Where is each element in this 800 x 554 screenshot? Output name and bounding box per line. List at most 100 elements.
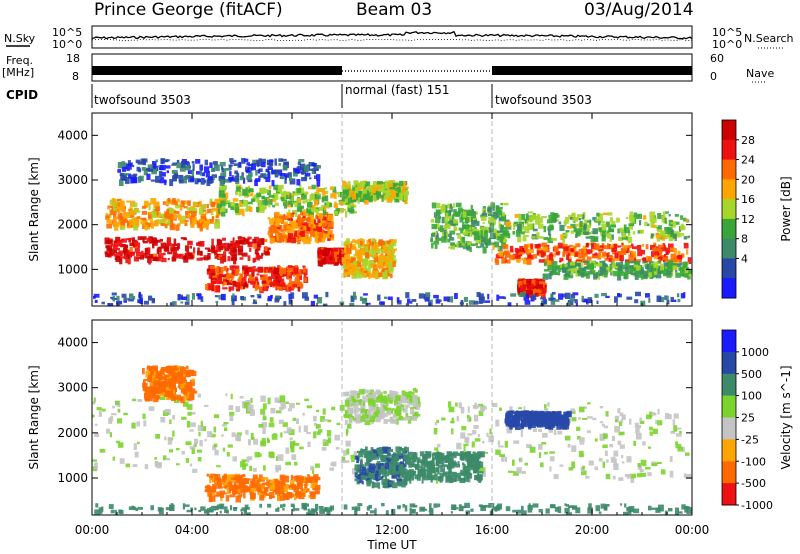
panel-1-region-9-cell [489,242,496,245]
panel-2-region-4-cell [315,485,318,490]
panel-2-region-3-cell [601,423,605,427]
panel-1-region-6-cell [242,189,248,196]
panel-2-region-1-cell [221,434,224,437]
panel-2-region-1-cell [278,419,284,424]
panel-1-region-8-cell [366,239,371,245]
panel-1-region-11-cell [667,234,671,238]
panel-2-region-4-cell [233,481,237,487]
panel-1-region-11-cell [663,211,666,217]
panel-1-region-3-cell [156,219,163,225]
panel-2-region-1-cell [298,425,301,433]
panel-1-region-13-cell [583,266,589,270]
panel-1-region-6-cell [302,209,308,217]
panel-1-region-14-cell [531,294,537,301]
panel-1-region-11-cell [650,217,657,223]
panel-1-region-9-cell [441,216,445,224]
panel-1-region-1-cell [237,245,244,252]
panel-1-region-13-cell [587,266,593,270]
panel-1-region-15-cell [263,175,266,180]
panel-1-region-9-cell [497,246,503,252]
panel-2-region-1-cell [248,456,253,461]
panel-1-region-13-cell [666,272,672,278]
panel-1-region-11-cell [617,228,621,234]
panel-2-region-3-cell [477,433,480,438]
panel-1-region-13-cell [572,267,577,272]
panel-2-region-3-cell [637,473,642,478]
panel-1-region-14-cell [640,300,646,306]
panel-1-region-2 [267,211,335,245]
panel-1-region-7-cell [383,194,386,198]
panel-2-region-1-cell [185,458,190,463]
panel-2-region-2-cell [396,408,403,412]
panel-2-region-1-cell [342,456,346,462]
panel-1-region-6-cell [314,193,321,200]
panel-1-region-13-cell [548,272,552,280]
panel-1-region-3-cell [206,203,209,209]
panel-1-region-1-cell [119,256,126,259]
panel-1-region-3-cell [144,201,148,208]
panel-1-region-9-cell [436,202,441,209]
panel-2-region-1-cell [280,432,283,438]
panel-1-region-6-cell [239,201,242,207]
panel-2-region-1-cell [216,465,221,468]
panel-1-region-11-cell [618,236,623,242]
panel-2-region-1-cell [254,451,260,458]
panel-1-region-6-cell [340,208,346,211]
panel-2-region-3-cell [538,444,543,450]
panel-2-region-2-cell [401,390,406,396]
panel-1-region-6-cell [333,203,339,208]
panel-1-region-14-cell [214,295,219,298]
panel-2-region-3-cell [540,462,544,468]
panel-2-region-2-cell [376,407,380,414]
panel-1-region-6-cell [232,198,239,202]
panel-1-region-10-cell [670,253,677,261]
panel-2-region-4-cell [304,483,308,490]
panel-1-region-2-cell [318,212,324,219]
panel-1-region-14-cell [605,295,610,298]
panel-1-region-9-cell [473,231,480,237]
panel-1-region-15-cell [219,161,226,167]
panel-1-region-8-cell [346,248,352,254]
panel-1-region-3-cell [120,205,125,211]
panel-1-region-6-cell [280,197,285,202]
panel-1-region-4-cell [228,286,235,291]
panel-1-region-12-cell [532,289,536,295]
panel-1-region-11-cell [548,229,551,236]
panel-1-region-11-cell [606,230,610,234]
panel-1-region-1-cell [208,249,212,252]
panel-1-region-4-cell [234,270,239,276]
panel-1-region-14-cell [648,297,651,303]
panel-1-region-10-cell [683,243,689,249]
panel-1-region-9-cell [434,225,441,229]
panel-1-region-14-cell [680,293,685,299]
panel-2-region-1-cell [260,408,266,415]
panel-1-region-15-cell [248,164,253,167]
panel-2-region-2-cell [395,395,400,401]
panel-1-region-3-cell [193,219,199,225]
panel-1-region-10-cell [614,252,619,259]
panel-2-region-2-cell [378,394,383,399]
panel-2-region-4-cell [261,477,267,480]
panel-1-region-3-cell [201,220,205,226]
panel-1-region-11-cell [548,214,554,220]
panel-2-region-2-cell [396,403,401,407]
panel-1-region-9-cell [448,209,451,216]
panel-1-region-10-cell [521,258,526,261]
panel-1-region-1-cell [167,242,172,247]
panel-1-region-11 [505,211,691,244]
panel-1-region-15-cell [274,158,277,165]
panel-2-region-3-cell [585,475,590,479]
panel-1-region-13-cell [544,261,547,267]
panel-1-region-6-cell [277,188,283,192]
panel-1-region-15-cell [164,159,169,163]
panel-1-region-3-cell [107,205,113,209]
panel-2-region-2-cell [410,409,415,415]
panel-1-region-15-cell [147,164,154,171]
panel-2-region-1-cell [273,433,277,436]
panel-1-region-15-cell [267,171,271,179]
panel-1-region-11-cell [579,221,583,228]
panel-1-region-7-cell [372,190,376,194]
panel-1-region-10-cell [586,256,592,261]
panel-1-region-2-cell [305,231,310,234]
panel-1-region-10-cell [502,244,509,250]
